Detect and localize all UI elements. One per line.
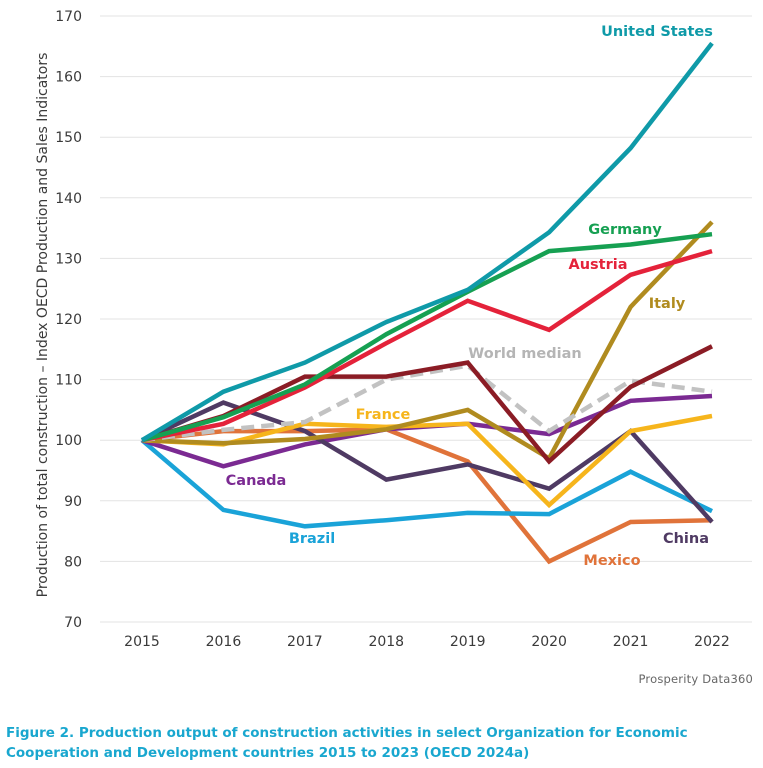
series-line-brazil bbox=[140, 438, 713, 529]
x-tick-label: 2020 bbox=[531, 634, 567, 650]
x-tick-label: 2019 bbox=[450, 634, 486, 650]
figure-caption: Figure 2. Production output of construct… bbox=[6, 725, 688, 761]
x-tick-label: 2022 bbox=[694, 634, 730, 650]
y-tick-label: 110 bbox=[55, 373, 82, 389]
label-italy: Italy bbox=[649, 296, 686, 312]
y-tick-label: 140 bbox=[55, 191, 82, 207]
label-france: France bbox=[356, 407, 411, 423]
label-world-median: World median bbox=[468, 346, 581, 362]
y-tick-label: 100 bbox=[55, 433, 82, 449]
x-tick-label: 2018 bbox=[368, 634, 404, 650]
label-china: China bbox=[663, 531, 709, 547]
label-united-states: United States bbox=[601, 24, 713, 40]
y-axis-ticks: 70 80 90 100 110 120 130 140 150 160 170 bbox=[55, 9, 82, 631]
label-brazil: Brazil bbox=[289, 531, 335, 547]
y-tick-label: 120 bbox=[55, 312, 82, 328]
y-tick-label: 70 bbox=[64, 615, 82, 631]
x-tick-label: 2021 bbox=[613, 634, 649, 650]
label-germany: Germany bbox=[588, 222, 662, 238]
source-credit: Prosperity Data360 bbox=[638, 672, 753, 686]
x-tick-label: 2017 bbox=[287, 634, 323, 650]
series-line-austria bbox=[141, 248, 713, 443]
series-labels: United States Germany Austria Italy Worl… bbox=[226, 24, 713, 569]
y-tick-label: 170 bbox=[55, 9, 82, 25]
series-line-mexico bbox=[141, 427, 713, 565]
y-tick-label: 80 bbox=[64, 554, 82, 570]
label-mexico: Mexico bbox=[583, 553, 640, 569]
y-tick-label: 160 bbox=[55, 70, 82, 86]
y-tick-label: 150 bbox=[55, 130, 82, 146]
label-canada: Canada bbox=[226, 473, 287, 489]
y-axis-label: Production of total construction – Index… bbox=[35, 53, 51, 598]
series-line-world-median bbox=[141, 363, 713, 443]
series-lines bbox=[140, 41, 714, 565]
series-line-germany bbox=[141, 231, 713, 443]
series-line-italy bbox=[141, 220, 714, 462]
label-austria: Austria bbox=[568, 257, 627, 273]
x-tick-label: 2015 bbox=[124, 634, 160, 650]
grid-lines bbox=[100, 15, 752, 623]
x-tick-label: 2016 bbox=[206, 634, 242, 650]
y-tick-label: 90 bbox=[64, 494, 82, 510]
y-tick-label: 130 bbox=[55, 251, 82, 267]
series-line-united-states bbox=[140, 41, 714, 443]
x-axis-ticks: 2015 2016 2017 2018 2019 2020 2021 2022 bbox=[124, 634, 730, 650]
